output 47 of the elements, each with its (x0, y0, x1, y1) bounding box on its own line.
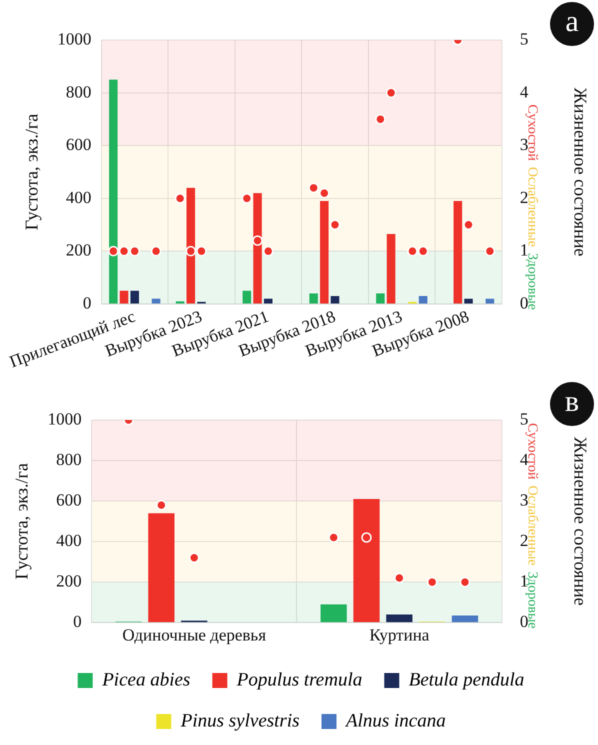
bar (386, 614, 412, 622)
legend-label: Pinus sylvestris (180, 710, 300, 732)
legend-label: Alnus incana (344, 710, 446, 732)
y-tick-label: 200 (56, 572, 82, 591)
bar (386, 234, 396, 304)
bar (320, 604, 347, 622)
y-axis-title: Густота, экз./га (21, 114, 42, 230)
bar (242, 290, 252, 304)
bar (109, 80, 118, 304)
circle-badge: в (550, 382, 594, 426)
y2-tick-label: 3 (520, 490, 528, 510)
circle-badge: а (550, 2, 594, 46)
bar (152, 298, 160, 304)
legend-label: Populus tremula (236, 670, 362, 690)
y-tick-label: 1000 (57, 29, 92, 48)
y-tick-label: 1000 (48, 409, 82, 428)
bar (264, 298, 273, 304)
y2-tick-label: 5 (520, 409, 528, 428)
bar (418, 296, 428, 304)
y-tick-label: 400 (56, 531, 82, 550)
y2-axis-title: Жизненное состояние (570, 436, 590, 606)
bar (309, 293, 318, 304)
bar (452, 616, 478, 622)
y2-tick-label: 5 (520, 29, 528, 48)
bar (376, 293, 385, 304)
y-tick-label: 0 (82, 293, 92, 312)
y-tick-label: 0 (73, 612, 82, 632)
y-axis-title: Густота, экз./га (12, 463, 32, 580)
y2-axis-title: Жизненное состояние (570, 88, 590, 256)
bar (486, 298, 494, 304)
y-tick-label: 200 (66, 240, 92, 260)
bar (353, 499, 380, 622)
y-tick-label: 800 (66, 82, 92, 102)
bar (148, 513, 174, 622)
bar (120, 290, 128, 304)
y-tick-label: 600 (66, 135, 92, 154)
y-tick-label: 800 (56, 450, 82, 469)
bar (464, 298, 473, 304)
y-tick-label: 400 (66, 188, 92, 207)
x-tick-label: Одиночные деревья (122, 625, 266, 644)
y2-tick-label: 4 (520, 82, 529, 102)
y-tick-label: 600 (56, 490, 82, 510)
bar (330, 296, 340, 304)
legend-label: Betula pendula (408, 670, 524, 690)
legend-label: Picea abies (101, 670, 190, 690)
x-tick-label: Куртина (369, 625, 430, 644)
bar (130, 290, 139, 304)
